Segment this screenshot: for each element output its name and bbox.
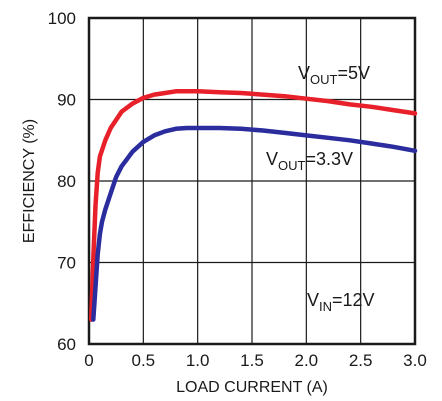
annotation-vout-3-3v: VOUT=3.3V — [266, 149, 353, 173]
y-axis-label: EFFICIENCY (%) — [21, 119, 38, 243]
grid-lines — [89, 18, 415, 344]
x-tick-label: 1.0 — [186, 351, 210, 370]
series-layer — [88, 89, 418, 322]
y-tick-label: 90 — [57, 91, 76, 110]
y-tick-label: 60 — [57, 335, 76, 354]
y-tick-label: 70 — [57, 254, 76, 273]
x-tick-label: 1.5 — [240, 351, 264, 370]
x-tick-label: 2.5 — [349, 351, 373, 370]
y-tick-label: 80 — [57, 172, 76, 191]
series-line-2 — [91, 125, 418, 322]
x-tick-label: 3.0 — [403, 351, 427, 370]
series-line-1 — [88, 89, 418, 322]
annotation-vout-5v: VOUT=5V — [298, 63, 370, 87]
x-axis-label: LOAD CURRENT (A) — [176, 379, 328, 396]
x-tick-label: 0 — [84, 351, 93, 370]
x-tick-label: 2.0 — [295, 351, 319, 370]
x-tick-label: 0.5 — [132, 351, 156, 370]
y-tick-label: 100 — [48, 9, 76, 28]
plot-frame — [87, 16, 417, 346]
tick-labels: 0 0.5 1.0 1.5 2.0 2.5 3.0 60 70 80 90 100 — [48, 9, 427, 370]
annotation-vin-12v: VIN=12V — [307, 290, 375, 314]
